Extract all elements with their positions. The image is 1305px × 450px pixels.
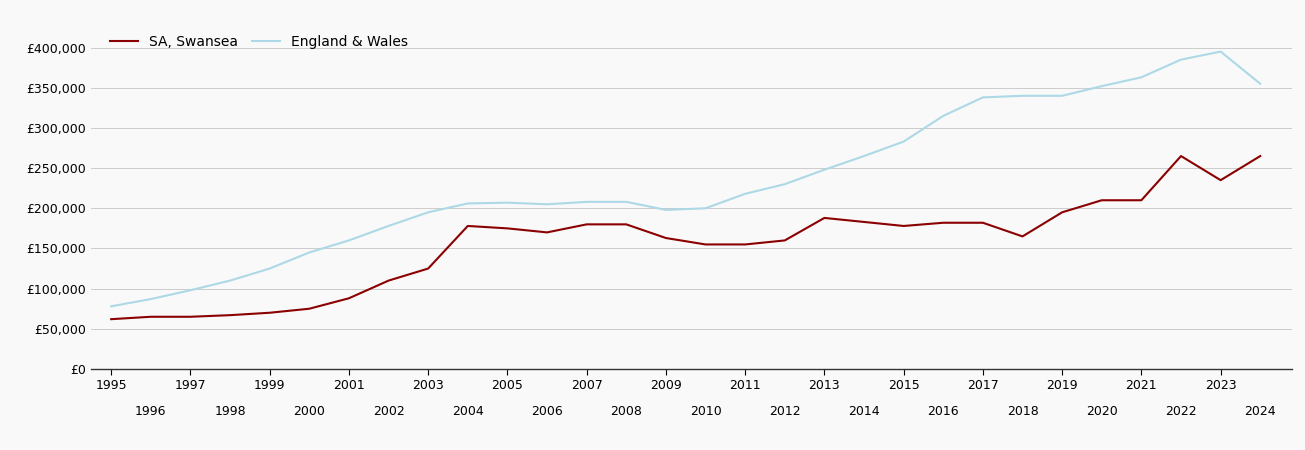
Text: 1996: 1996 <box>134 405 167 418</box>
Text: 2016: 2016 <box>928 405 959 418</box>
Text: 2020: 2020 <box>1086 405 1117 418</box>
Text: 2010: 2010 <box>689 405 722 418</box>
Text: 2018: 2018 <box>1006 405 1039 418</box>
Text: 2012: 2012 <box>769 405 800 418</box>
Text: 2004: 2004 <box>452 405 484 418</box>
Text: 2014: 2014 <box>848 405 880 418</box>
Text: 2002: 2002 <box>373 405 405 418</box>
Legend: SA, Swansea, England & Wales: SA, Swansea, England & Wales <box>111 35 408 49</box>
Text: 2008: 2008 <box>611 405 642 418</box>
Text: 2024: 2024 <box>1245 405 1276 418</box>
Text: 2000: 2000 <box>294 405 325 418</box>
Text: 2022: 2022 <box>1165 405 1197 418</box>
Text: 2006: 2006 <box>531 405 562 418</box>
Text: 1998: 1998 <box>214 405 245 418</box>
